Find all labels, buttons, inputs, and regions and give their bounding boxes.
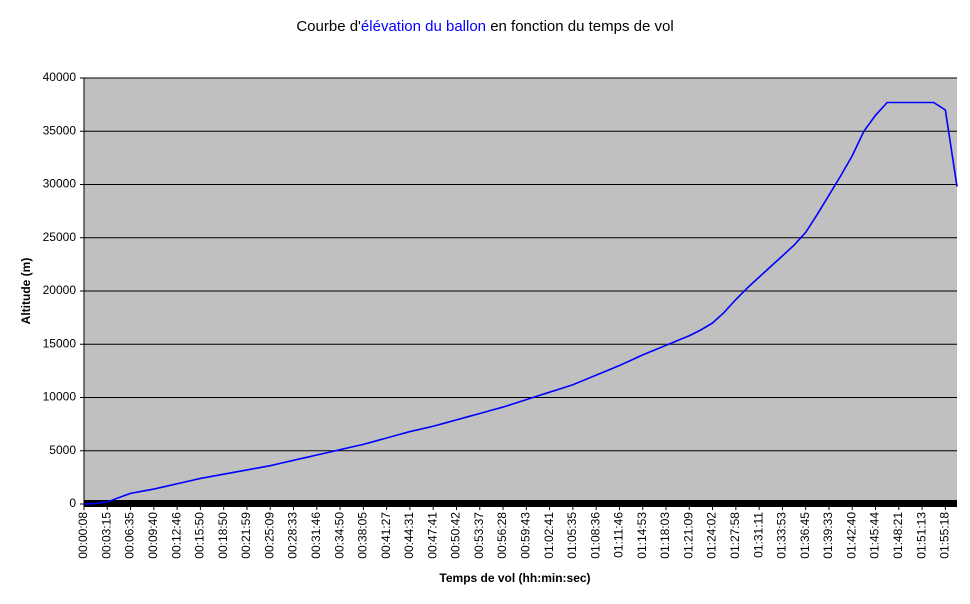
x-tick-label: 01:27:58: [728, 512, 742, 559]
y-tick-label: 25000: [43, 230, 77, 244]
x-tick-label: 00:12:46: [169, 512, 183, 559]
x-tick-label: 00:21:59: [239, 512, 253, 559]
y-tick-label: 20000: [43, 283, 77, 297]
x-tick-label: 00:15:50: [193, 512, 207, 559]
x-tick-label: 01:55:18: [938, 512, 952, 559]
x-tick-label: 00:06:35: [123, 512, 137, 559]
x-tick-label: 00:18:50: [216, 512, 230, 559]
x-tick-label: 00:31:46: [309, 512, 323, 559]
y-tick-label: 30000: [43, 177, 77, 191]
x-tick-label: 01:18:03: [658, 512, 672, 559]
x-tick-label: 00:44:31: [402, 512, 416, 559]
title-part: en fonction du temps de vol: [486, 18, 674, 35]
y-tick-label: 40000: [43, 70, 77, 84]
x-tick-label: 00:38:05: [356, 512, 370, 559]
x-tick-label: 01:02:41: [542, 512, 556, 559]
y-tick-label: 5000: [49, 443, 76, 457]
x-tick-label: 01:39:33: [821, 512, 835, 559]
x-tick-label: 01:24:02: [705, 512, 719, 559]
x-tick-label: 01:08:36: [588, 512, 602, 559]
x-tick-label: 01:05:35: [565, 512, 579, 559]
line: [83, 101, 958, 505]
x-tick-label: 00:34:50: [332, 512, 346, 559]
x-tick-label: 00:25:09: [262, 512, 276, 559]
x-tick-label: 00:53:37: [472, 512, 486, 559]
y-tick-label: 10000: [43, 390, 77, 404]
x-tick-label: 00:56:28: [495, 512, 509, 559]
x-tick-label: 01:42:40: [844, 512, 858, 559]
x-tick-label: 00:00:08: [76, 512, 90, 559]
x-tick-label: 01:21:09: [681, 512, 695, 559]
y-axis-label: Altitude (m): [19, 258, 33, 325]
title-highlight: élévation du ballon: [361, 18, 486, 35]
x-tick-label: 00:47:41: [425, 512, 439, 559]
y-tick-label: 0: [69, 496, 76, 510]
x-tick-label: 00:03:15: [99, 512, 113, 559]
x-tick-label: 00:09:40: [146, 512, 160, 559]
x-tick-label: 01:31:11: [751, 512, 765, 558]
y-tick-label: 35000: [43, 123, 77, 137]
x-axis-label: Temps de vol (hh:min:sec): [439, 571, 590, 585]
x-tick-label: 01:48:21: [891, 512, 905, 559]
x-tick-label: 01:36:45: [798, 512, 812, 559]
x-tick-label: 01:51:13: [914, 512, 928, 559]
x-tick-label: 00:28:33: [286, 512, 300, 559]
x-tick-label: 00:50:42: [449, 512, 463, 559]
x-tick-label: 01:14:53: [635, 512, 649, 559]
x-tick-label: 01:33:53: [775, 512, 789, 559]
x-tick-label: 00:59:43: [518, 512, 532, 559]
chart-title: Courbe d'élévation du ballon en fonction…: [296, 18, 673, 35]
x-tick-label: 01:11:46: [612, 512, 626, 558]
y-tick-label: 15000: [43, 336, 77, 350]
x-tick-label: 01:45:44: [868, 512, 882, 559]
title-part: Courbe d': [296, 18, 361, 35]
x-tick-label: 00:41:27: [379, 512, 393, 559]
